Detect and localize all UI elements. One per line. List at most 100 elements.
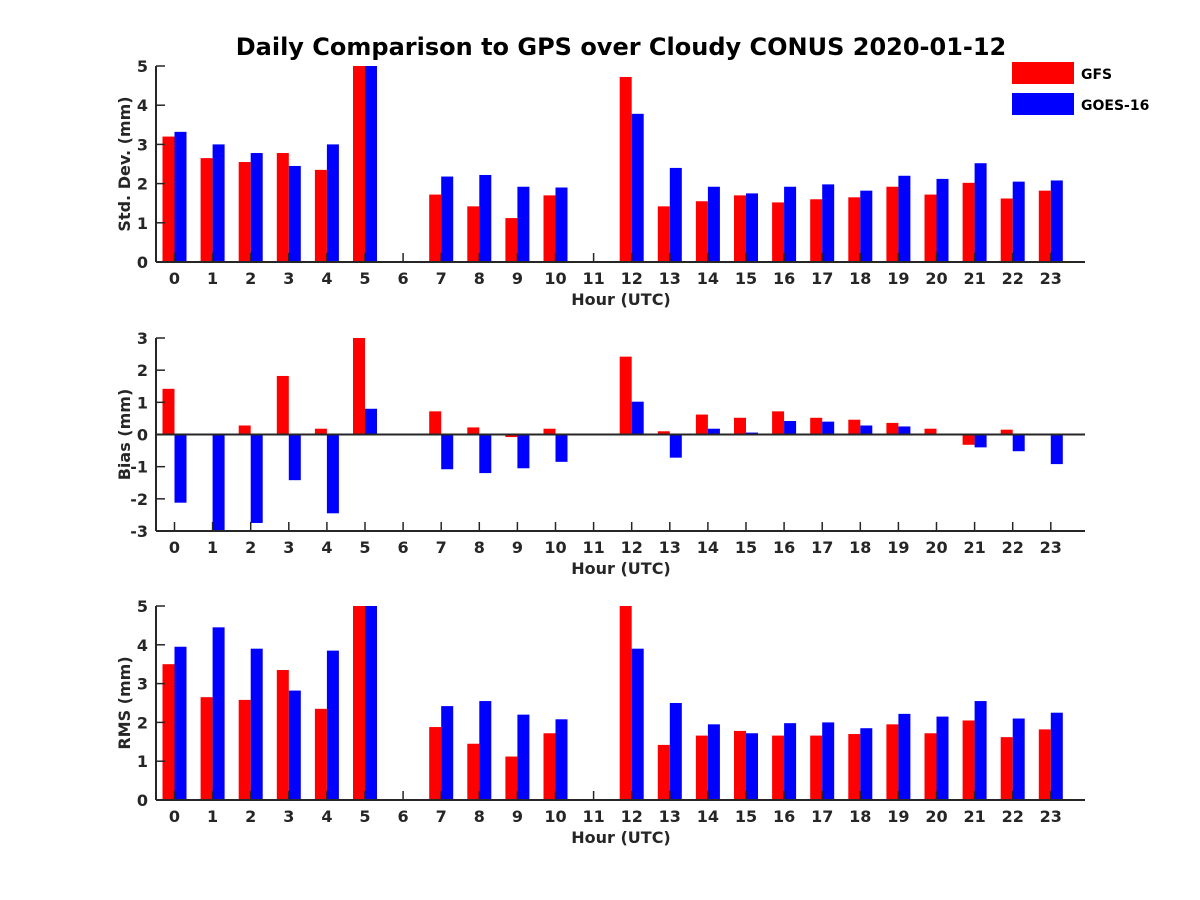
bar-gfs-hour-3 [276, 153, 289, 262]
bar-goes-16-hour-20 [936, 716, 949, 800]
bar-gfs-hour-18 [848, 419, 861, 435]
bar-goes-16-hour-23 [1050, 434, 1063, 465]
x-axis-label: Hour (UTC) [571, 559, 671, 578]
x-tick-label: 4 [321, 807, 332, 826]
y-tick-label: 5 [137, 57, 148, 76]
bar-gfs-hour-14 [695, 201, 708, 262]
bar-goes-16-hour-9 [517, 434, 530, 469]
bar-goes-16-hour-22 [1012, 181, 1025, 262]
bar-goes-16-hour-7 [441, 434, 454, 470]
bar-gfs-hour-4 [314, 708, 327, 800]
bar-goes-16-hour-18 [860, 728, 873, 800]
bar-gfs-hour-4 [314, 428, 327, 435]
x-tick-label: 9 [512, 269, 523, 288]
bar-goes-16-hour-14 [707, 186, 720, 262]
x-tick-label: 13 [659, 807, 681, 826]
legend-label-goes-16: GOES-16 [1081, 98, 1149, 114]
x-tick-label: 9 [512, 538, 523, 557]
bar-gfs-hour-19 [886, 186, 899, 262]
bar-gfs-hour-17 [810, 199, 823, 262]
bar-gfs-hour-9 [505, 434, 518, 438]
bar-goes-16-hour-10 [555, 719, 568, 800]
bar-gfs-hour-21 [962, 720, 975, 800]
bar-goes-16-hour-13 [669, 167, 682, 262]
bar-goes-16-hour-12 [631, 648, 644, 800]
bar-goes-16-hour-18 [860, 190, 873, 262]
bar-goes-16-hour-0 [174, 434, 187, 503]
bar-gfs-hour-10 [543, 195, 556, 262]
x-tick-label: 2 [245, 538, 256, 557]
bar-goes-16-hour-2 [250, 153, 263, 262]
bar-goes-16-hour-1 [212, 434, 225, 531]
bar-goes-16-hour-3 [288, 165, 301, 262]
bar-gfs-hour-0 [162, 136, 175, 262]
x-tick-label: 0 [169, 538, 180, 557]
bar-goes-16-hour-5 [365, 66, 377, 262]
x-tick-label: 15 [735, 538, 757, 557]
bar-gfs-hour-16 [772, 735, 785, 800]
bar-goes-16-hour-2 [250, 648, 263, 800]
bar-goes-16-hour-1 [212, 144, 225, 262]
x-tick-label: 5 [359, 538, 370, 557]
x-tick-label: 3 [283, 807, 294, 826]
bar-goes-16-hour-21 [974, 434, 987, 448]
bar-gfs-hour-20 [924, 428, 937, 435]
bar-gfs-hour-13 [657, 431, 670, 435]
x-tick-label: 19 [887, 538, 909, 557]
bar-goes-16-hour-9 [517, 714, 530, 800]
x-tick-label: 21 [963, 269, 985, 288]
bar-gfs-hour-14 [695, 735, 708, 800]
y-tick-label: 1 [137, 393, 148, 412]
y-tick-label: 0 [137, 253, 148, 272]
x-tick-label: 2 [245, 807, 256, 826]
bar-goes-16-hour-17 [822, 722, 835, 800]
bar-goes-16-hour-2 [250, 434, 263, 523]
bar-gfs-hour-1 [200, 697, 213, 800]
y-tick-label: 1 [137, 214, 148, 233]
bar-gfs-hour-12 [619, 356, 632, 435]
legend-swatch-gfs [1012, 62, 1074, 84]
y-tick-label: 5 [137, 597, 148, 616]
bar-gfs-hour-22 [1000, 737, 1013, 800]
bar-gfs-hour-19 [886, 724, 899, 800]
x-tick-label: 16 [773, 269, 795, 288]
bar-gfs-hour-0 [162, 664, 175, 800]
bar-gfs-hour-3 [276, 375, 289, 435]
x-tick-label: 4 [321, 269, 332, 288]
x-tick-label: 23 [1040, 807, 1062, 826]
x-tick-label: 15 [735, 269, 757, 288]
bar-goes-16-hour-5 [365, 606, 377, 800]
bar-goes-16-hour-22 [1012, 718, 1025, 800]
x-axis-label: Hour (UTC) [571, 828, 671, 847]
bar-goes-16-hour-0 [174, 646, 187, 800]
bar-goes-16-hour-15 [746, 733, 758, 800]
x-tick-label: 0 [169, 269, 180, 288]
x-tick-label: 3 [283, 269, 294, 288]
bar-gfs-hour-10 [543, 428, 556, 435]
bar-gfs-hour-9 [505, 218, 518, 262]
bar-gfs-hour-16 [772, 411, 785, 435]
x-tick-label: 1 [207, 807, 218, 826]
bar-goes-16-hour-4 [326, 650, 339, 800]
bar-goes-16-hour-12 [631, 401, 644, 435]
bar-goes-16-hour-4 [326, 434, 339, 514]
x-tick-label: 22 [1002, 538, 1024, 557]
bar-gfs-hour-23 [1038, 190, 1051, 262]
x-tick-label: 21 [963, 807, 985, 826]
y-tick-label: 2 [137, 713, 148, 732]
bar-gfs-hour-2 [238, 699, 251, 800]
x-tick-label: 2 [245, 269, 256, 288]
bar-goes-16-hour-16 [784, 420, 797, 435]
bar-gfs-hour-12 [619, 76, 632, 262]
legend-label-gfs: GFS [1081, 67, 1112, 83]
x-tick-label: 21 [963, 538, 985, 557]
x-tick-label: 22 [1002, 807, 1024, 826]
bar-goes-16-hour-0 [174, 131, 187, 262]
bar-goes-16-hour-12 [631, 113, 644, 262]
bar-gfs-hour-15 [734, 730, 746, 800]
bar-goes-16-hour-10 [555, 187, 568, 262]
x-tick-label: 6 [398, 538, 409, 557]
